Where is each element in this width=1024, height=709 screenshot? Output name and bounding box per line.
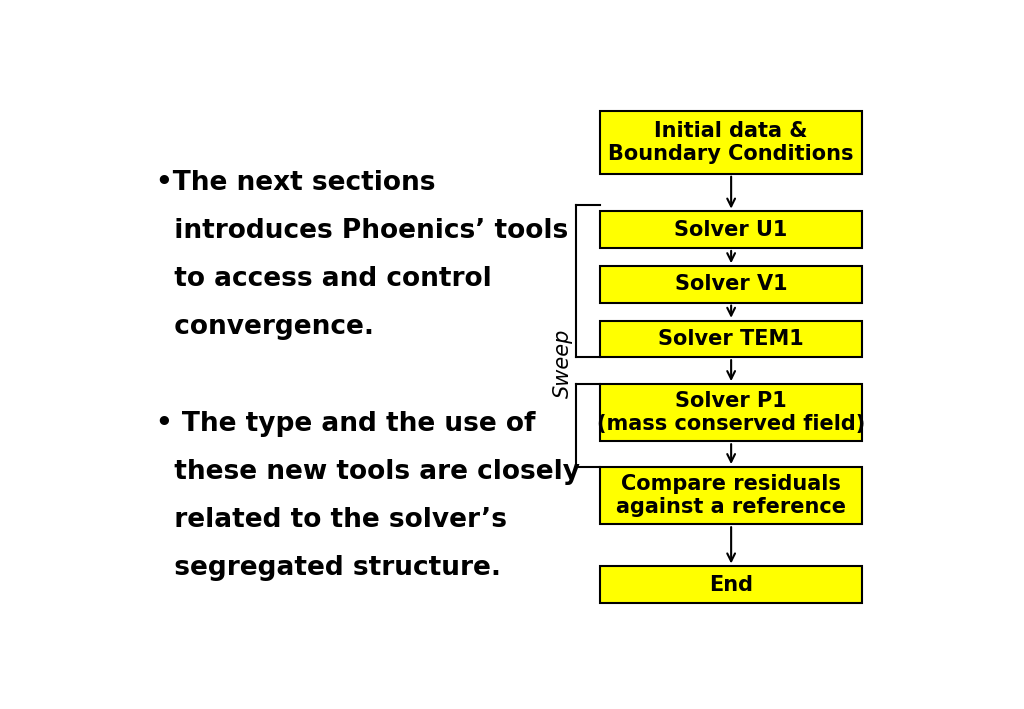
Text: Compare residuals
against a reference: Compare residuals against a reference <box>616 474 846 518</box>
Text: • The type and the use of: • The type and the use of <box>156 411 536 437</box>
FancyBboxPatch shape <box>600 111 862 174</box>
Text: introduces Phoenics’ tools: introduces Phoenics’ tools <box>156 218 568 245</box>
Text: Solver TEM1: Solver TEM1 <box>658 329 804 349</box>
FancyBboxPatch shape <box>600 211 862 248</box>
FancyBboxPatch shape <box>600 320 862 357</box>
FancyBboxPatch shape <box>600 566 862 603</box>
Text: Solver U1: Solver U1 <box>675 220 787 240</box>
FancyBboxPatch shape <box>600 467 862 524</box>
FancyBboxPatch shape <box>600 384 862 441</box>
Text: Solver V1: Solver V1 <box>675 274 787 294</box>
Text: Solver P1
(mass conserved field): Solver P1 (mass conserved field) <box>597 391 865 434</box>
Text: segregated structure.: segregated structure. <box>156 554 501 581</box>
FancyBboxPatch shape <box>600 266 862 303</box>
Text: related to the solver’s: related to the solver’s <box>156 507 507 532</box>
Text: convergence.: convergence. <box>156 315 374 340</box>
Text: •The next sections: •The next sections <box>156 170 435 196</box>
Text: these new tools are closely: these new tools are closely <box>156 459 580 484</box>
Text: End: End <box>710 574 753 595</box>
Text: to access and control: to access and control <box>156 267 492 292</box>
Text: Sweep: Sweep <box>553 329 572 398</box>
Text: Initial data &
Boundary Conditions: Initial data & Boundary Conditions <box>608 121 854 164</box>
